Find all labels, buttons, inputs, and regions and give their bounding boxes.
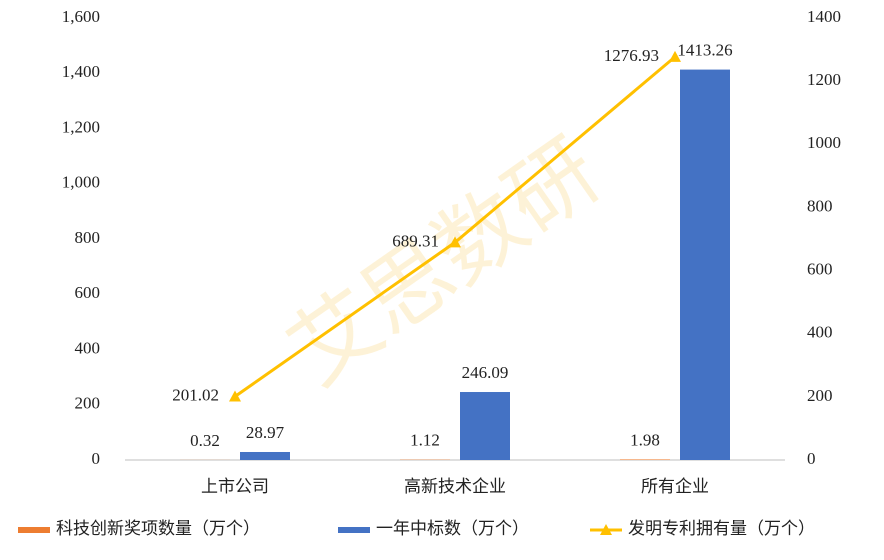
data-label: 689.31 <box>392 231 439 250</box>
bar <box>680 69 730 461</box>
x-tick-label: 高新技术企业 <box>404 477 506 496</box>
y2-tick-label: 200 <box>807 386 833 405</box>
bar <box>620 459 670 460</box>
data-label: 28.97 <box>246 423 285 442</box>
data-label: 201.02 <box>172 385 219 404</box>
data-label: 246.09 <box>462 363 509 382</box>
y2-tick-label: 1000 <box>807 133 841 152</box>
y2-tick-label: 600 <box>807 259 833 278</box>
y2-tick-label: 400 <box>807 323 833 342</box>
y2-tick-label: 1200 <box>807 70 841 89</box>
line-marker <box>229 390 241 402</box>
y-tick-label: 0 <box>92 449 101 468</box>
y2-tick-label: 1400 <box>807 7 841 26</box>
x-tick-label: 所有企业 <box>641 477 709 496</box>
y-tick-label: 200 <box>75 394 101 413</box>
legend-swatch <box>18 527 50 533</box>
watermark: 艾思数研 <box>273 123 617 404</box>
data-label: 1276.93 <box>604 46 659 65</box>
line-marker <box>669 50 681 62</box>
data-label: 1413.26 <box>677 40 732 59</box>
y2-tick-label: 800 <box>807 196 833 215</box>
legend-marker <box>600 524 612 535</box>
data-label: 1.98 <box>630 430 660 449</box>
y-tick-label: 1,400 <box>62 62 100 81</box>
legend-swatch <box>338 527 370 533</box>
bar <box>460 392 510 460</box>
y-tick-label: 1,600 <box>62 7 100 26</box>
y-tick-label: 600 <box>75 283 101 302</box>
y-tick-label: 800 <box>75 228 101 247</box>
y2-tick-label: 0 <box>807 449 816 468</box>
bar <box>240 451 290 460</box>
y-tick-label: 1,000 <box>62 173 100 192</box>
data-label: 0.32 <box>190 431 220 450</box>
legend-label: 发明专利拥有量（万个） <box>628 519 815 538</box>
legend-label: 科技创新奖项数量（万个） <box>56 519 260 538</box>
y-tick-label: 1,200 <box>62 117 100 136</box>
x-tick-label: 上市公司 <box>201 477 269 496</box>
data-label: 1.12 <box>410 431 440 450</box>
y-tick-label: 400 <box>75 338 101 357</box>
line-marker <box>449 236 461 248</box>
legend-label: 一年中标数（万个） <box>376 519 529 538</box>
